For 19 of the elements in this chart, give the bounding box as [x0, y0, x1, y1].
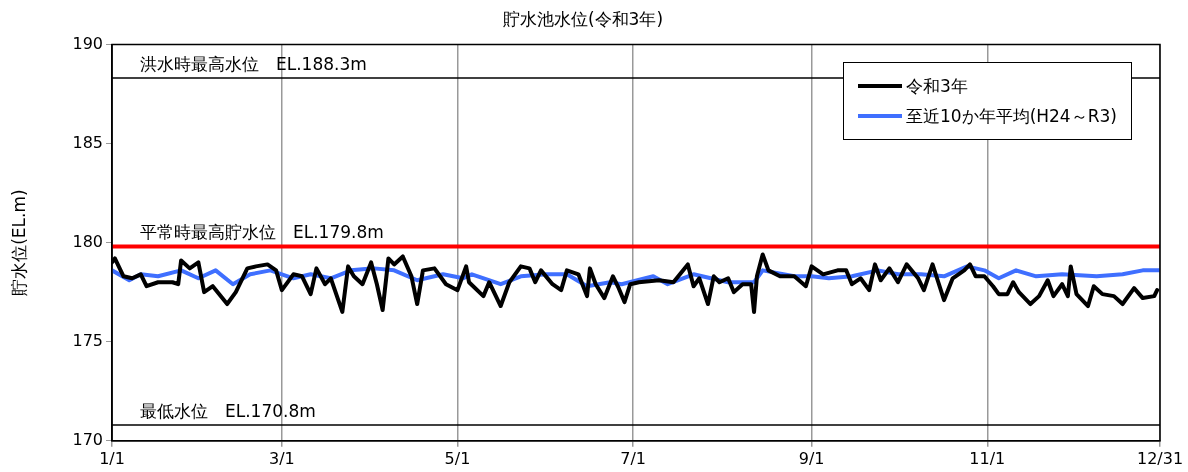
y-axis-title: 貯水位(EL.m): [8, 189, 29, 296]
x-tick-label: 5/1: [444, 448, 471, 468]
y-tick-label: 185: [72, 132, 103, 152]
x-tick-label: 9/1: [798, 448, 825, 468]
ref-line-label: 平常時最高貯水位 EL.179.8m: [140, 222, 384, 243]
ref-line-label: 最低水位 EL.170.8m: [140, 400, 316, 421]
x-tick-label: 12/31: [1136, 448, 1184, 468]
legend-label: 令和3年: [906, 74, 968, 98]
y-tick-label: 180: [72, 231, 103, 251]
legend-label: 至近10か年平均(H24～R3): [906, 104, 1117, 128]
x-tick-label: 1/1: [99, 448, 125, 468]
x-tick-label: 11/1: [969, 448, 1006, 468]
y-tick-label: 190: [72, 33, 103, 53]
y-tick-label: 170: [72, 429, 103, 449]
x-tick-label: 7/1: [620, 448, 646, 468]
ref-line-label: 洪水時最高水位 EL.188.3m: [140, 54, 367, 75]
y-tick-label: 175: [72, 330, 103, 350]
chart-title: 貯水池水位(令和3年): [502, 8, 664, 29]
x-tick-label: 3/1: [268, 448, 295, 468]
